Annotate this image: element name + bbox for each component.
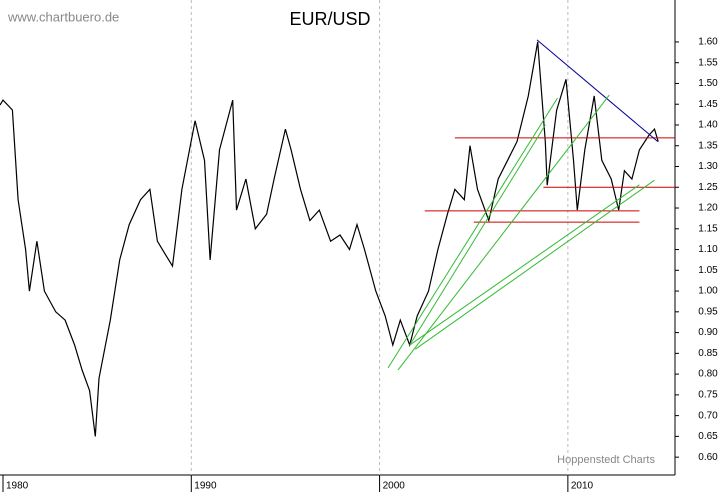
x-tick-label: 1990 xyxy=(194,481,217,492)
trend-line xyxy=(409,184,640,346)
y-tick-label: 1.55 xyxy=(698,57,718,68)
trend-line xyxy=(409,124,546,346)
y-tick-label: 1.30 xyxy=(698,161,718,172)
y-tick-label: 1.05 xyxy=(698,265,718,276)
x-tick-label: 1980 xyxy=(6,481,29,492)
trend-line xyxy=(387,97,558,369)
y-tick-label: 1.40 xyxy=(698,120,718,131)
x-tick-label: 2000 xyxy=(383,481,406,492)
y-tick-label: 0.70 xyxy=(698,410,718,421)
y-tick-label: 0.65 xyxy=(698,431,718,442)
y-tick-label: 0.95 xyxy=(698,306,718,317)
price-line xyxy=(0,41,659,437)
trend-line xyxy=(536,39,659,142)
y-tick-label: 1.10 xyxy=(698,244,718,255)
y-tick-label: 1.50 xyxy=(698,78,718,89)
chart-title: EUR/USD xyxy=(289,9,370,29)
y-tick-label: 1.45 xyxy=(698,99,718,110)
credit: Hoppenstedt Charts xyxy=(557,454,655,466)
y-tick-label: 1.15 xyxy=(698,223,718,234)
y-tick-label: 0.90 xyxy=(698,327,718,338)
x-tick-label: 2010 xyxy=(571,481,594,492)
plot xyxy=(0,39,675,437)
trend-line xyxy=(397,94,610,371)
y-tick-label: 0.60 xyxy=(698,452,718,463)
source: www.chartbuero.de xyxy=(7,9,119,24)
y-tick-label: 1.00 xyxy=(698,286,718,297)
y-tick-label: 1.20 xyxy=(698,203,718,214)
trend-line xyxy=(415,179,655,350)
y-tick-label: 0.80 xyxy=(698,369,718,380)
y-tick-label: 0.75 xyxy=(698,390,718,401)
y-tick-label: 1.35 xyxy=(698,140,718,151)
y-tick-label: 1.60 xyxy=(698,37,718,48)
y-tick-label: 0.85 xyxy=(698,348,718,359)
y-tick-label: 1.25 xyxy=(698,182,718,193)
